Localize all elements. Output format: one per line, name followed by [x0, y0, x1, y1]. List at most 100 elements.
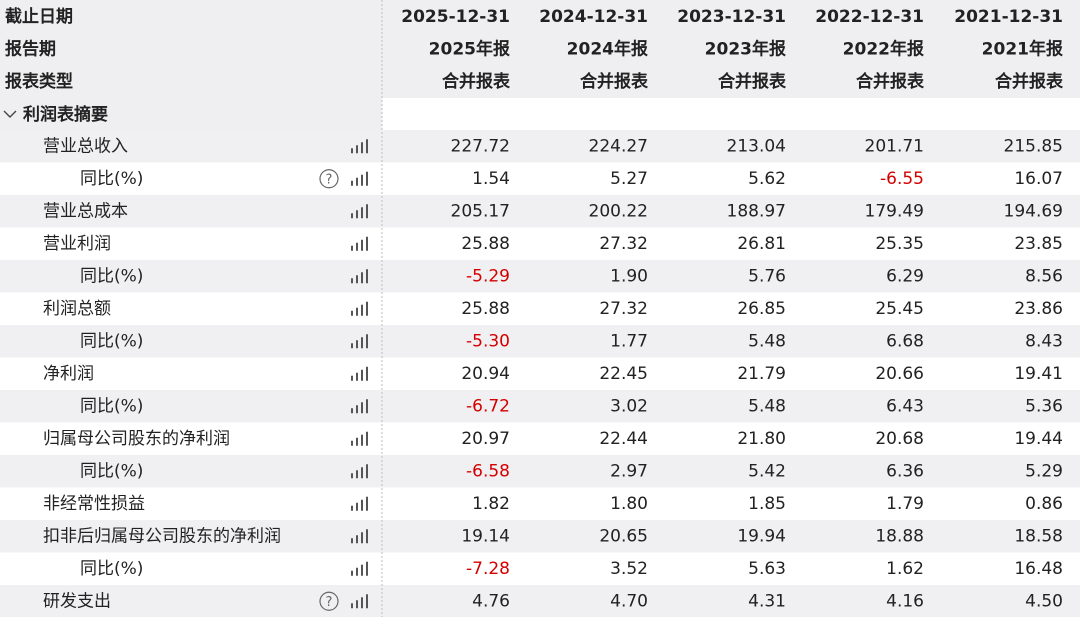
column-header: 2021-12-31 — [954, 7, 1063, 27]
row-bg — [0, 130, 1080, 163]
cell-value: -5.29 — [466, 266, 510, 286]
cell-value: 21.80 — [737, 429, 786, 449]
icon-bar — [366, 431, 368, 446]
row-label: 同比(%) — [80, 461, 143, 481]
icon-bar — [351, 375, 353, 381]
icon-bar — [356, 502, 358, 511]
icon-bar — [356, 275, 358, 284]
icon-bar — [351, 180, 353, 186]
chart-icon[interactable] — [351, 529, 368, 544]
cell-value: 19.94 — [737, 526, 786, 546]
cell-value: 22.45 — [599, 364, 648, 384]
row-label: 同比(%) — [80, 559, 143, 579]
chart-icon[interactable] — [351, 301, 368, 316]
help-icon[interactable]: ? — [319, 169, 339, 189]
icon-bar — [361, 142, 363, 154]
cell-value: 3.02 — [610, 396, 648, 416]
icon-bar — [361, 597, 363, 609]
cell-value: 5.36 — [1025, 396, 1063, 416]
row-label: 营业总收入 — [43, 136, 128, 156]
icon-bar — [361, 369, 363, 381]
column-header: 2023-12-31 — [677, 7, 786, 27]
cell-value: 20.94 — [461, 364, 510, 384]
section-title: 利润表摘要 — [23, 104, 108, 125]
cell-value: -5.30 — [466, 331, 510, 351]
cell-value: 227.72 — [451, 136, 510, 156]
column-header: 2024-12-31 — [539, 7, 648, 27]
chart-icon[interactable] — [351, 464, 368, 479]
chart-icon[interactable] — [351, 431, 368, 446]
chart-icon[interactable] — [351, 399, 368, 414]
column-header: 2021年报 — [982, 39, 1063, 60]
row-label: 归属母公司股东的净利润 — [43, 429, 230, 449]
cell-value: 21.79 — [737, 364, 786, 384]
chart-icon[interactable] — [351, 139, 368, 154]
help-icon[interactable]: ? — [319, 591, 339, 611]
column-header: 合并报表 — [856, 71, 925, 92]
row-bg — [0, 520, 1080, 553]
chart-icon[interactable] — [351, 334, 368, 349]
cell-value: 5.27 — [610, 169, 648, 189]
cell-value: 6.36 — [886, 461, 924, 481]
chart-icon[interactable] — [351, 496, 368, 511]
cell-value: 25.45 — [875, 299, 924, 319]
cell-value: 5.29 — [1025, 461, 1063, 481]
icon-bar — [361, 402, 363, 414]
cell-value: 27.32 — [599, 234, 648, 254]
chart-icon[interactable] — [351, 594, 368, 609]
chart-icon[interactable] — [351, 561, 368, 576]
icon-bar — [366, 204, 368, 219]
cell-value: 201.71 — [865, 136, 924, 156]
cell-value: 25.35 — [875, 234, 924, 254]
cell-value: 27.32 — [599, 299, 648, 319]
cell-value: 20.68 — [875, 429, 924, 449]
cell-value: 4.76 — [472, 591, 510, 611]
chart-icon[interactable] — [351, 236, 368, 251]
icon-bar — [356, 177, 358, 186]
collapse-chevron[interactable] — [3, 110, 17, 118]
cell-value: 20.66 — [875, 364, 924, 384]
icon-bar — [351, 278, 353, 284]
cell-value: 25.88 — [461, 234, 510, 254]
cell-value: 1.80 — [610, 494, 648, 514]
cell-value: 1.85 — [748, 494, 786, 514]
cell-value: -7.28 — [466, 559, 510, 579]
row-label: 同比(%) — [80, 331, 143, 351]
icon-bar — [366, 269, 368, 284]
cell-value: 19.44 — [1014, 429, 1063, 449]
row-bg — [0, 260, 1080, 293]
row-label: 非经常性损益 — [43, 494, 145, 514]
icon-bar — [361, 564, 363, 576]
column-header: 合并报表 — [718, 71, 787, 92]
icon-bar — [366, 464, 368, 479]
icon-bar — [351, 538, 353, 544]
cell-value: -6.72 — [466, 396, 510, 416]
cell-value: 5.48 — [748, 396, 786, 416]
chart-icon[interactable] — [351, 171, 368, 186]
column-header: 合并报表 — [580, 71, 649, 92]
icon-bar — [351, 408, 353, 414]
cell-value: 1.62 — [886, 559, 924, 579]
icon-bar — [366, 301, 368, 316]
row-label: 扣非后归属母公司股东的净利润 — [43, 526, 281, 546]
row-label: 营业总成本 — [43, 201, 128, 221]
cell-value: 4.16 — [886, 591, 924, 611]
chart-icon[interactable] — [351, 269, 368, 284]
chart-icon[interactable] — [351, 204, 368, 219]
icon-bar — [356, 600, 358, 609]
icon-bar — [361, 337, 363, 349]
cell-value: 1.54 — [472, 169, 510, 189]
icon-bar — [356, 340, 358, 349]
row-label: 同比(%) — [80, 396, 143, 416]
icon-bar — [351, 310, 353, 316]
icon-bar — [366, 529, 368, 544]
cell-value: 6.29 — [886, 266, 924, 286]
column-header: 2022-12-31 — [815, 7, 924, 27]
chart-icon[interactable] — [351, 366, 368, 381]
icon-bar — [361, 207, 363, 219]
help-mark: ? — [326, 172, 333, 187]
help-circle — [319, 169, 339, 189]
column-header: 2025-12-31 — [401, 7, 510, 27]
icon-bar — [366, 334, 368, 349]
